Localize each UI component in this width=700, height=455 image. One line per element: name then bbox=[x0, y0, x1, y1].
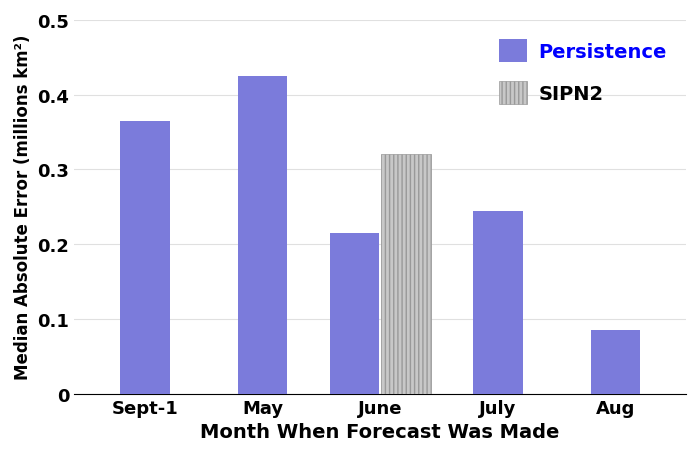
X-axis label: Month When Forecast Was Made: Month When Forecast Was Made bbox=[200, 422, 560, 441]
Bar bbox=[330, 233, 379, 394]
Bar bbox=[238, 77, 287, 394]
Bar bbox=[473, 211, 522, 394]
Legend: Persistence, SIPN2: Persistence, SIPN2 bbox=[490, 30, 676, 114]
Bar bbox=[120, 121, 169, 394]
Y-axis label: Median Absolute Error (millions km²): Median Absolute Error (millions km²) bbox=[14, 35, 32, 379]
Bar bbox=[591, 330, 640, 394]
Bar bbox=[382, 155, 430, 394]
